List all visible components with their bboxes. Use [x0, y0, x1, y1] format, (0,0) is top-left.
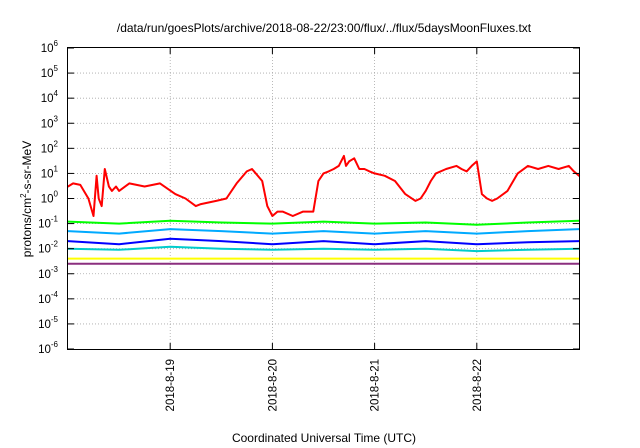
y-tick-label: 104 [41, 89, 59, 105]
x-axis-label: Coordinated Universal Time (UTC) [232, 431, 416, 445]
series-line-5 [67, 245, 580, 253]
x-tick-label: 2018-8-19 [165, 359, 177, 411]
x-tick-label: 2018-8-21 [370, 359, 382, 411]
y-tick-label: 10-2 [38, 240, 58, 256]
axis-ticks [68, 47, 579, 350]
x-tick-label: 2018-8-20 [267, 359, 279, 411]
y-tick-label: 101 [41, 164, 59, 180]
y-tick-label: 10-4 [38, 290, 58, 306]
y-tick-label: 105 [41, 64, 59, 80]
y-tick-label: 10-6 [38, 340, 58, 356]
series-line-2 [67, 219, 580, 226]
y-tick-label: 10-3 [38, 265, 58, 281]
y-axis-label: protons/cm2-s-sr-MeV [19, 141, 34, 257]
plot-frame [67, 47, 580, 350]
y-tick-label: 10-5 [38, 315, 58, 331]
x-tick-label: 2018-8-22 [472, 359, 484, 411]
series-lines [67, 154, 580, 265]
grid-lines [68, 48, 579, 349]
x-tick-labels: 2018-8-19 2018-8-20 2018-8-21 2018-8-22 [165, 359, 484, 411]
series-line-4 [67, 237, 580, 246]
series-line-3 [67, 228, 580, 235]
y-tick-label: 103 [41, 114, 59, 130]
y-tick-label: 10-1 [38, 215, 58, 231]
y-tick-label: 102 [41, 139, 59, 155]
chart-title: /data/run/goesPlots/archive/2018-08-22/2… [117, 21, 532, 35]
y-tick-labels: 106 105 104 103 102 101 100 10-1 10-2 10-3 10-4 10-… [38, 39, 58, 356]
series-line-1 [67, 154, 580, 217]
y-tick-label: 100 [41, 190, 59, 206]
y-tick-label: 106 [41, 39, 59, 55]
